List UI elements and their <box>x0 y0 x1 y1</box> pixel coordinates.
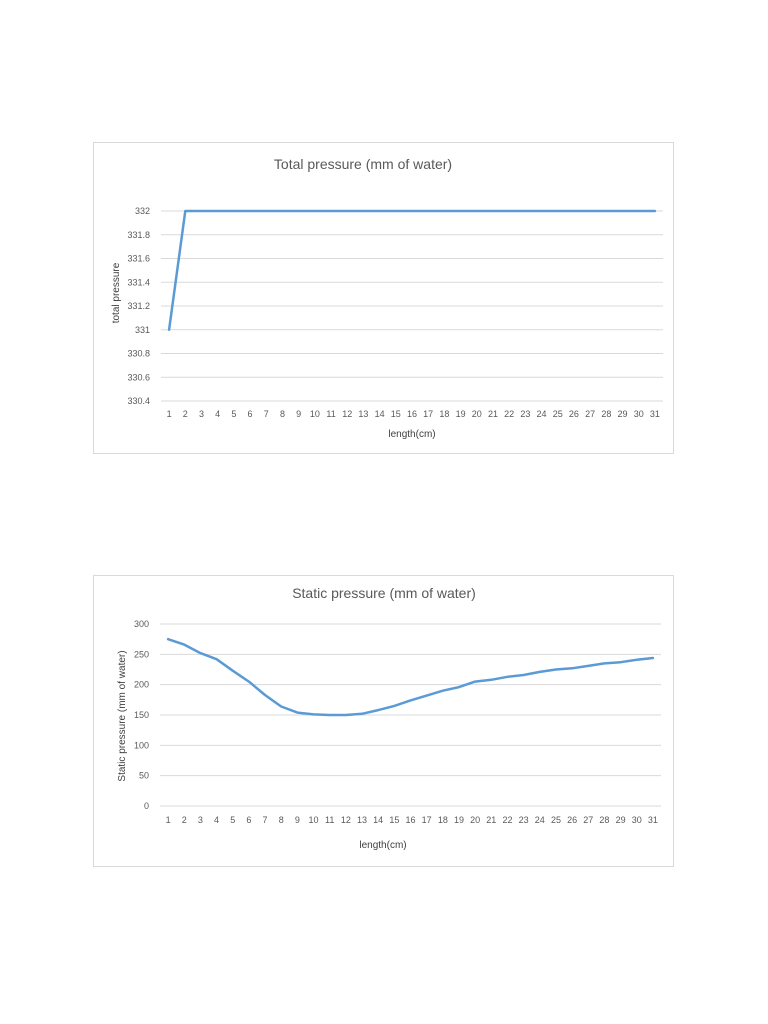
y-tick-labels: 300 250 200 150 100 50 0 <box>134 619 149 811</box>
series-line <box>166 637 655 717</box>
y-tick-label: 330.6 <box>127 372 150 382</box>
x-tick-label: 6 <box>248 409 253 419</box>
y-tick-label: 331.6 <box>127 254 150 264</box>
y-axis-label: Static pressure (mm of water) <box>117 650 128 781</box>
x-tick-label: 9 <box>296 409 301 419</box>
x-tick-label: 12 <box>342 409 352 419</box>
x-tick-label: 18 <box>438 815 448 825</box>
total-pressure-chart: Total pressure (mm of water) 332 331.8 331… <box>93 142 674 454</box>
x-tick-label: 2 <box>183 409 188 419</box>
y-tick-label: 331.4 <box>127 277 150 287</box>
y-tick-label: 150 <box>134 710 149 720</box>
y-tick-label: 332 <box>135 206 150 216</box>
x-tick-label: 27 <box>583 815 593 825</box>
x-tick-label: 5 <box>230 815 235 825</box>
x-tick-label: 3 <box>198 815 203 825</box>
series-lines <box>166 637 655 717</box>
static-pressure-chart: Static pressure (mm of water) 300 250 200 1… <box>93 575 674 867</box>
x-tick-label: 18 <box>439 409 449 419</box>
x-tick-labels: 1 2 3 4 5 6 7 8 9 10 11 12 13 14 15 16 17 18 19 20 21 22 23 24 2… <box>166 815 658 825</box>
x-tick-labels: 1 2 3 4 5 6 7 8 9 10 11 12 13 14 15 16 17 18 19 20 21 22 23 24 2… <box>167 409 660 419</box>
x-tick-label: 15 <box>391 409 401 419</box>
x-axis-label: length(cm) <box>359 840 406 851</box>
x-tick-label: 24 <box>537 409 547 419</box>
x-tick-label: 13 <box>357 815 367 825</box>
x-tick-label: 9 <box>295 815 300 825</box>
x-tick-label: 22 <box>504 409 514 419</box>
y-tick-label: 50 <box>139 771 149 781</box>
x-tick-label: 26 <box>567 815 577 825</box>
x-tick-label: 2 <box>182 815 187 825</box>
gridlines <box>160 623 661 807</box>
x-tick-label: 31 <box>648 815 658 825</box>
x-tick-label: 22 <box>502 815 512 825</box>
x-tick-label: 5 <box>231 409 236 419</box>
y-tick-label: 300 <box>134 619 149 629</box>
x-tick-label: 24 <box>535 815 545 825</box>
y-tick-label: 100 <box>134 740 149 750</box>
total-pressure-chart-svg: Total pressure (mm of water) 332331.8331… <box>111 156 663 440</box>
x-tick-label: 15 <box>389 815 399 825</box>
x-tick-label: 7 <box>263 815 268 825</box>
y-tick-label: 0 <box>144 801 149 811</box>
x-tick-label: 17 <box>422 815 432 825</box>
x-tick-label: 1 <box>167 409 172 419</box>
x-tick-label: 30 <box>634 409 644 419</box>
x-tick-label: 23 <box>520 409 530 419</box>
series-lines <box>167 209 657 331</box>
x-tick-label: 25 <box>551 815 561 825</box>
series-line <box>167 209 657 331</box>
x-tick-label: 20 <box>470 815 480 825</box>
static-pressure-chart-svg: Static pressure (mm of water) 3002502001… <box>117 585 661 851</box>
x-tick-label: 10 <box>309 815 319 825</box>
x-tick-label: 11 <box>326 409 335 419</box>
chart-title: Static pressure (mm of water) <box>292 585 476 601</box>
x-tick-label: 8 <box>280 409 285 419</box>
x-tick-label: 28 <box>601 409 611 419</box>
y-tick-label: 330.4 <box>127 396 150 406</box>
x-tick-label: 31 <box>650 409 660 419</box>
x-tick-label: 29 <box>616 815 626 825</box>
x-tick-label: 10 <box>310 409 320 419</box>
x-tick-label: 11 <box>325 815 334 825</box>
x-tick-label: 12 <box>341 815 351 825</box>
x-tick-label: 17 <box>423 409 433 419</box>
x-tick-label: 4 <box>214 815 219 825</box>
x-axis-label: length(cm) <box>388 429 435 440</box>
y-axis-label: total pressure <box>111 262 122 323</box>
x-tick-label: 19 <box>454 815 464 825</box>
x-tick-label: 14 <box>375 409 385 419</box>
x-tick-label: 23 <box>519 815 529 825</box>
y-tick-label: 331.8 <box>127 230 150 240</box>
x-tick-label: 20 <box>472 409 482 419</box>
x-tick-label: 30 <box>632 815 642 825</box>
x-tick-label: 7 <box>264 409 269 419</box>
x-tick-label: 29 <box>618 409 628 419</box>
x-tick-label: 6 <box>246 815 251 825</box>
x-tick-label: 3 <box>199 409 204 419</box>
x-tick-label: 21 <box>486 815 496 825</box>
x-tick-label: 19 <box>456 409 466 419</box>
x-tick-label: 1 <box>166 815 171 825</box>
x-tick-label: 8 <box>279 815 284 825</box>
x-tick-label: 25 <box>553 409 563 419</box>
y-tick-label: 331.2 <box>127 301 150 311</box>
x-tick-label: 28 <box>599 815 609 825</box>
x-tick-label: 26 <box>569 409 579 419</box>
gridlines <box>161 210 663 402</box>
y-tick-label: 331 <box>135 325 150 335</box>
y-tick-label: 200 <box>134 680 149 690</box>
x-tick-label: 4 <box>215 409 220 419</box>
y-tick-labels: 332 331.8 331.6 331.4 331.2 331 330.8 330.6 330.… <box>127 206 150 406</box>
x-tick-label: 27 <box>585 409 595 419</box>
x-tick-label: 16 <box>407 409 417 419</box>
x-tick-label: 21 <box>488 409 498 419</box>
chart-title: Total pressure (mm of water) <box>274 156 452 172</box>
y-tick-label: 250 <box>134 649 149 659</box>
x-tick-label: 13 <box>358 409 368 419</box>
x-tick-label: 16 <box>405 815 415 825</box>
y-tick-label: 330.8 <box>127 349 150 359</box>
x-tick-label: 14 <box>373 815 383 825</box>
